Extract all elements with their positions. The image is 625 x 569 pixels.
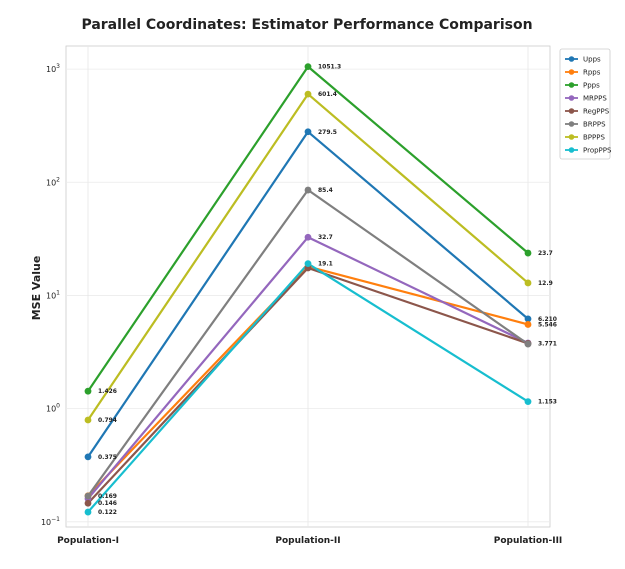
y-axis-label: MSE Value bbox=[30, 256, 43, 321]
x-tick-label: Population-II bbox=[275, 536, 340, 546]
x-tick-label: Population-III bbox=[494, 536, 563, 546]
legend-label: Ppps bbox=[583, 82, 600, 90]
data-point-Rpps bbox=[524, 321, 532, 328]
data-label: 32.7 bbox=[318, 234, 333, 241]
data-point-Ppps bbox=[84, 387, 92, 395]
y-tick-label: 101 bbox=[46, 289, 60, 300]
y-axis: 10−1 100 101 102 103 bbox=[41, 63, 60, 527]
data-label: 5.546 bbox=[538, 321, 557, 328]
y-tick-label: 10−1 bbox=[41, 516, 60, 527]
legend-box bbox=[559, 48, 611, 160]
data-label: 19.1 bbox=[318, 261, 333, 268]
legend-marker bbox=[568, 121, 575, 127]
data-point-PropPPS bbox=[304, 260, 312, 268]
legend-marker bbox=[568, 56, 575, 62]
data-point-Upps bbox=[304, 128, 312, 136]
data-label: 0.375 bbox=[98, 454, 117, 461]
data-point-BPPPS bbox=[524, 279, 532, 287]
y-tick-label: 103 bbox=[46, 63, 60, 74]
data-label: 0.146 bbox=[98, 500, 117, 507]
data-point-RegPPS bbox=[84, 499, 92, 507]
legend-label: RegPPS bbox=[583, 108, 610, 116]
data-point-BPPPS bbox=[304, 90, 312, 98]
data-label: 1.153 bbox=[538, 399, 557, 406]
data-point-BRPPS bbox=[524, 340, 532, 348]
legend-marker bbox=[568, 134, 575, 140]
data-label: 0.794 bbox=[98, 417, 117, 424]
data-point-BRPPS bbox=[304, 186, 312, 194]
legend-label: BPPPS bbox=[583, 134, 605, 142]
legend: Upps Rpps Ppps MRPPS RegPPS BRPPS BPPPS PropPPS bbox=[559, 48, 612, 160]
legend-marker bbox=[568, 108, 575, 114]
chart-title: Parallel Coordinates: Estimator Performa… bbox=[81, 17, 532, 33]
legend-label: Rpps bbox=[583, 69, 601, 77]
x-axis: Population-I Population-II Population-III bbox=[57, 536, 562, 546]
data-label: 12.9 bbox=[538, 280, 553, 287]
data-label: 279.5 bbox=[318, 129, 337, 136]
legend-label: PropPPS bbox=[583, 147, 612, 155]
data-point-BPPPS bbox=[84, 416, 92, 424]
gridlines bbox=[66, 46, 550, 527]
legend-marker bbox=[568, 82, 575, 88]
data-label: 0.122 bbox=[98, 509, 117, 516]
legend-label: Upps bbox=[583, 56, 601, 64]
data-label: 0.169 bbox=[98, 493, 117, 500]
data-label: 601.4 bbox=[318, 91, 337, 98]
data-point-Upps bbox=[84, 453, 92, 461]
data-point-Ppps bbox=[304, 63, 312, 71]
point-layer bbox=[84, 63, 532, 516]
legend-marker bbox=[568, 69, 575, 75]
data-label: 3.771 bbox=[538, 340, 557, 347]
data-label: 6.210 bbox=[538, 316, 557, 323]
data-label: 1.426 bbox=[98, 388, 117, 395]
legend-label: BRPPS bbox=[583, 121, 606, 129]
y-tick-label: 100 bbox=[46, 403, 60, 414]
data-label: 23.7 bbox=[538, 250, 553, 257]
data-label: 85.4 bbox=[318, 187, 333, 194]
data-point-PropPPS bbox=[524, 398, 532, 406]
data-point-MRPPS bbox=[304, 233, 312, 241]
data-label: 1051.3 bbox=[318, 64, 341, 71]
data-point-Ppps bbox=[524, 249, 532, 257]
data-point-BRPPS bbox=[84, 492, 92, 500]
data-point-Upps bbox=[524, 315, 532, 323]
y-tick-label: 102 bbox=[46, 176, 60, 187]
legend-marker bbox=[568, 95, 575, 101]
legend-marker bbox=[568, 147, 575, 153]
data-point-PropPPS bbox=[84, 508, 92, 516]
legend-label: MRPPS bbox=[583, 95, 607, 103]
x-tick-label: Population-I bbox=[57, 536, 119, 546]
